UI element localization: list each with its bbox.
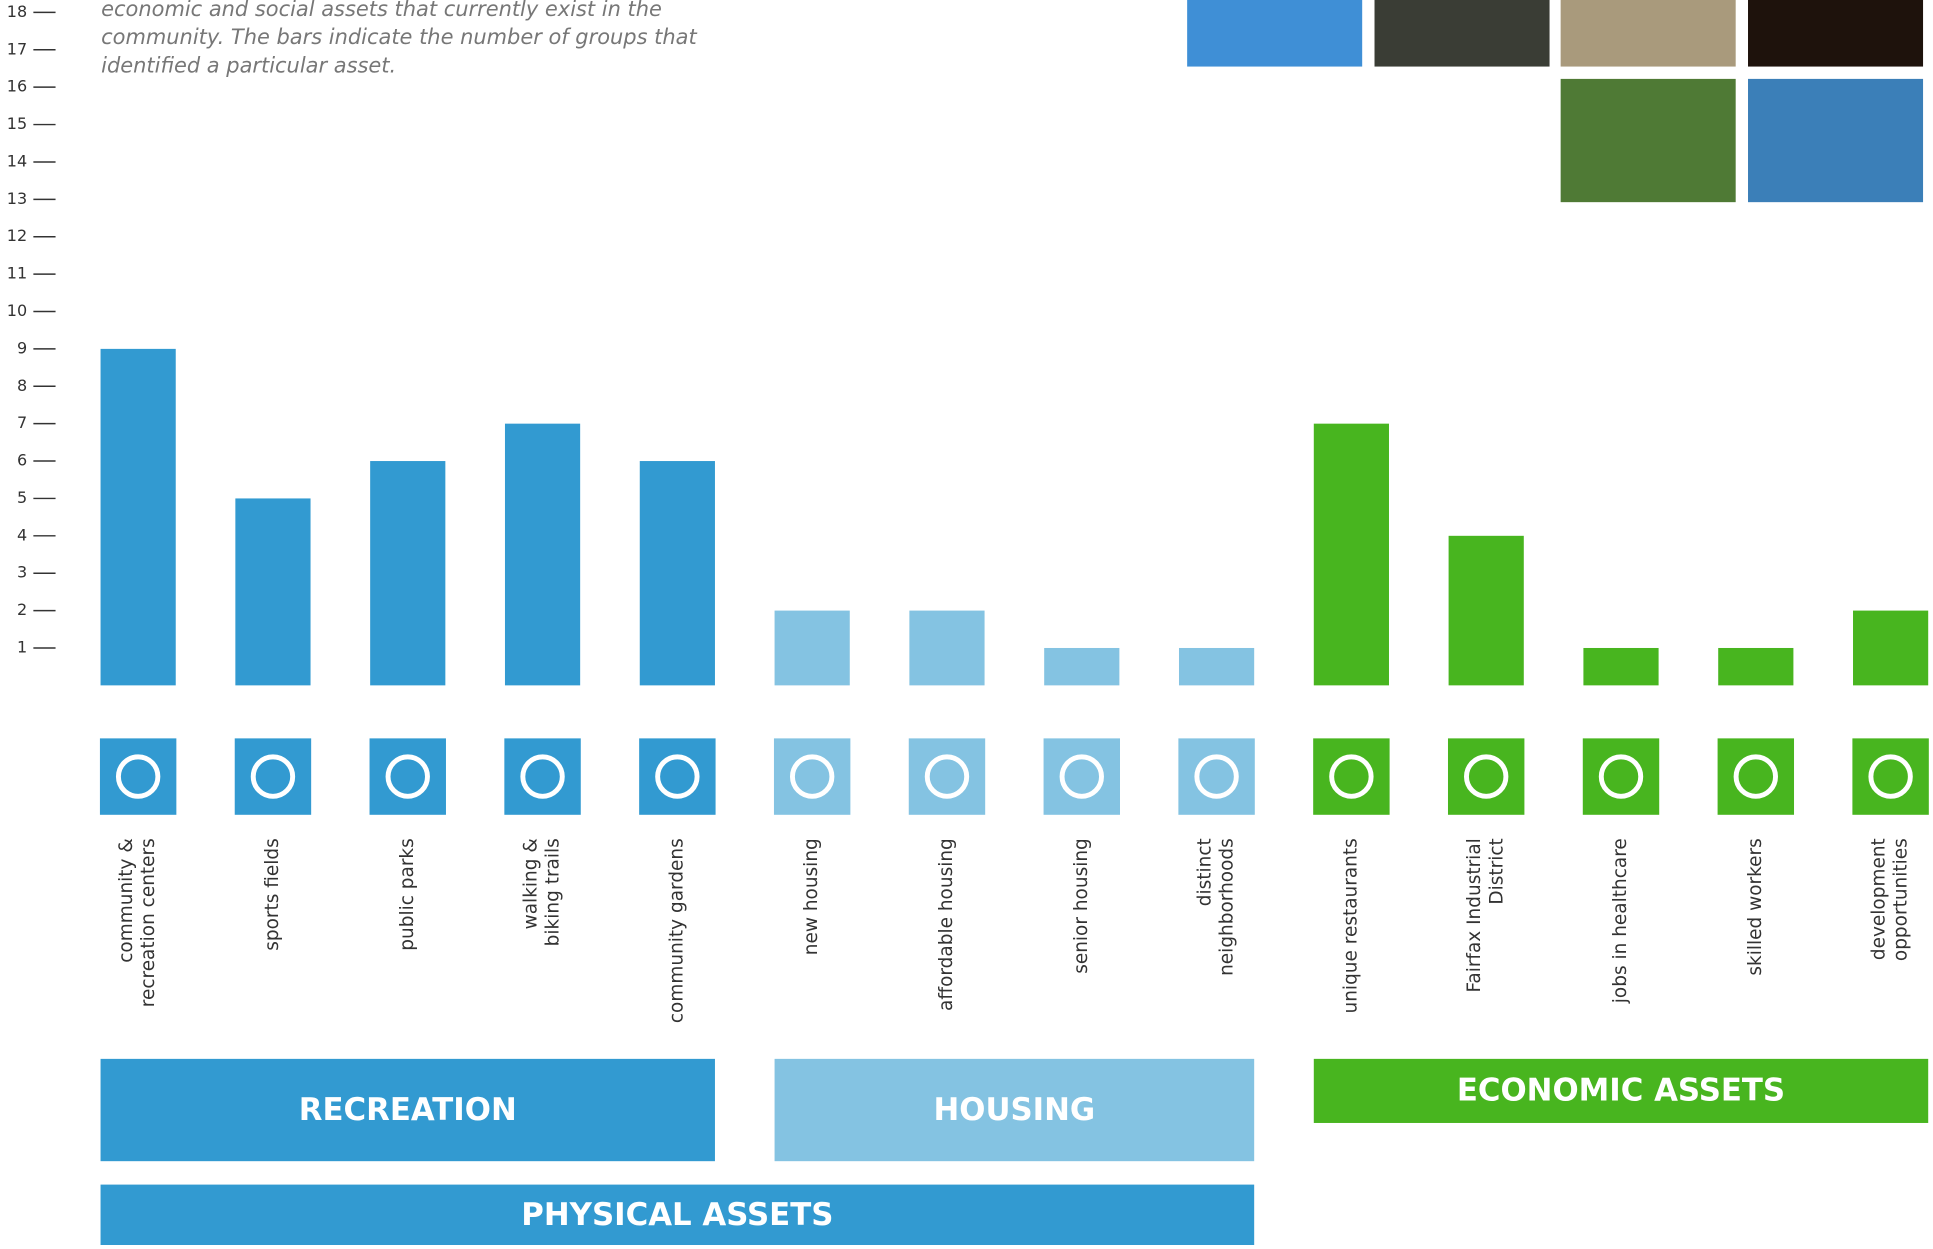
- bar: [505, 424, 580, 686]
- bar: [1718, 648, 1793, 685]
- y-tick-label: 10: [7, 301, 27, 320]
- icon: [100, 738, 176, 814]
- group-label: RECREATION: [299, 1092, 517, 1128]
- bar: [775, 611, 850, 686]
- bar: [1449, 536, 1524, 686]
- x-tick-label: community &recreation centers: [116, 838, 159, 1007]
- x-tick-label: Fairfax IndustrialDistrict: [1464, 838, 1507, 992]
- x-tick-label: sports fields: [262, 838, 283, 951]
- y-tick-label: 15: [7, 114, 27, 133]
- y-tick-label: 1: [17, 637, 27, 656]
- icon: [1718, 738, 1794, 814]
- y-tick-label: 13: [7, 189, 27, 208]
- x-tick-label: developmentopportunities: [1869, 838, 1912, 961]
- chart: economic and social assets that currentl…: [0, 0, 1933, 1245]
- x-tick-label: senior housing: [1071, 838, 1092, 974]
- description: economic and social assets that currentl…: [101, 0, 662, 21]
- bar: [1179, 648, 1254, 685]
- y-tick-label: 18: [7, 2, 27, 21]
- bar: [1583, 648, 1658, 685]
- photo: [1561, 0, 1736, 67]
- bar: [235, 498, 310, 685]
- bar: [1314, 424, 1389, 686]
- y-tick-label: 3: [17, 563, 27, 582]
- bar: [1853, 611, 1928, 686]
- y-tick-label: 2: [17, 600, 27, 619]
- x-tick-label: skilled workers: [1745, 838, 1766, 975]
- group-label: HOUSING: [934, 1092, 1096, 1128]
- y-tick-label: 8: [17, 376, 27, 395]
- icon: [370, 738, 446, 814]
- y-tick-label: 17: [7, 39, 27, 58]
- x-tick-label: public parks: [397, 838, 418, 951]
- photo: [1187, 0, 1362, 67]
- bar: [909, 611, 984, 686]
- photos: [1187, 0, 1923, 202]
- icon: [1313, 738, 1389, 814]
- x-tick-label: distinctneighborhoods: [1194, 838, 1237, 976]
- icon: [1178, 738, 1254, 814]
- photo: [1561, 79, 1736, 202]
- x-tick-label: unique restaurants: [1340, 838, 1361, 1013]
- y-tick-label: 6: [17, 451, 27, 470]
- y-tick-label: 12: [7, 226, 27, 245]
- bar: [1044, 648, 1119, 685]
- y-tick-label: 5: [17, 488, 27, 507]
- bar: [101, 349, 176, 685]
- x-tick-label: walking &biking trails: [520, 838, 563, 946]
- icon: [1044, 738, 1120, 814]
- icon: [1852, 738, 1928, 814]
- photo: [1748, 79, 1923, 202]
- icon: [909, 738, 985, 814]
- bar: [640, 461, 715, 685]
- icon: [774, 738, 850, 814]
- icon: [639, 738, 715, 814]
- y-tick-label: 7: [17, 413, 27, 432]
- y-tick-label: 11: [7, 264, 27, 283]
- icon: [1448, 738, 1524, 814]
- group-label: ECONOMIC ASSETS: [1457, 1073, 1785, 1109]
- photo: [1748, 0, 1923, 67]
- y-tick-label: 4: [17, 525, 27, 544]
- y-tick-label: 9: [17, 338, 27, 357]
- photo: [1375, 0, 1550, 67]
- description: identified a particular asset.: [101, 54, 396, 78]
- icon: [504, 738, 580, 814]
- icon: [235, 738, 311, 814]
- y-tick-label: 16: [7, 77, 27, 96]
- x-tick-label: new housing: [801, 838, 822, 955]
- y-tick-label: 14: [7, 151, 27, 170]
- icon: [1583, 738, 1659, 814]
- parent-label: PHYSICAL ASSETS: [521, 1197, 833, 1233]
- bar: [370, 461, 445, 685]
- x-tick-label: jobs in healthcare: [1610, 838, 1631, 1004]
- x-tick-label: community gardens: [666, 838, 687, 1023]
- description: community. The bars indicate the number …: [101, 25, 697, 49]
- x-tick-label: affordable housing: [936, 838, 957, 1011]
